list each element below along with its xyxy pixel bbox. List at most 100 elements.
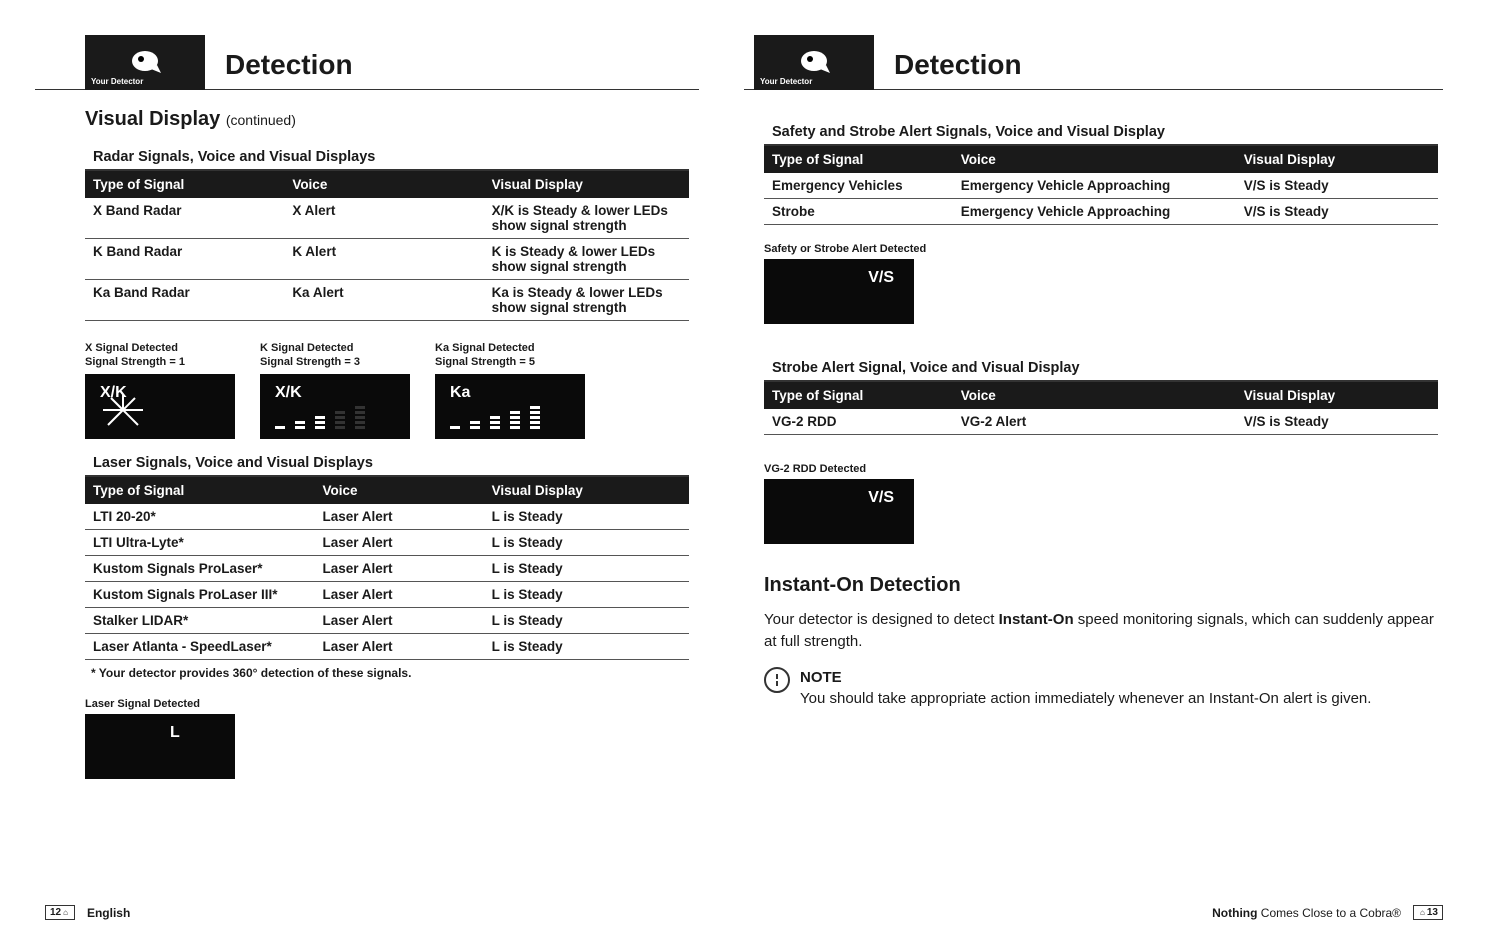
note-row: NOTE You should take appropriate action … [764,667,1438,709]
content-right: Safety and Strobe Alert Signals, Voice a… [744,90,1488,709]
lcd: X/K [260,374,410,439]
table-row: K Band RadarK AlertK is Steady & lower L… [85,239,689,280]
table-row: Stalker LIDAR*Laser AlertL is Steady [85,607,689,633]
lcd-radial [93,390,153,433]
instant-on-title: Instant-On Detection [764,574,1438,597]
content-left: Visual Display (continued) Radar Signals… [0,90,744,779]
col-header: Type of Signal [764,382,953,409]
header-title-r: Detection [894,49,1022,81]
display-caption: X Signal DetectedSignal Strength = 1 [85,341,235,370]
footer-right: Nothing Comes Close to a Cobra® ⌂13 [744,905,1488,920]
table-cell: Ka Band Radar [85,280,284,321]
col-header: Type of Signal [85,171,284,198]
table-cell: X/K is Steady & lower LEDs show signal s… [484,198,689,239]
table-cell: Stalker LIDAR* [85,607,315,633]
table-cell: Laser Alert [315,555,484,581]
strobe-table: Type of SignalVoiceVisual Display VG-2 R… [764,382,1438,435]
vg2-display-caption: VG-2 RDD Detected [764,463,1438,475]
page-num-right: ⌂13 [1413,905,1443,920]
lcd-bars [450,406,540,429]
table-row: X Band RadarX AlertX/K is Steady & lower… [85,198,689,239]
table-row: Laser Atlanta - SpeedLaser*Laser AlertL … [85,633,689,659]
table-row: LTI 20-20*Laser AlertL is Steady [85,504,689,530]
table-row: LTI Ultra-Lyte*Laser AlertL is Steady [85,529,689,555]
safety-lcd: V/S [764,259,914,324]
radar-table: Type of SignalVoiceVisual Display X Band… [85,171,689,321]
display-item: K Signal DetectedSignal Strength = 3 X/K [260,341,410,439]
header-logo-text: Your Detector [85,77,143,86]
safety-display-caption: Safety or Strobe Alert Detected [764,243,1438,255]
col-header: Visual Display [484,171,689,198]
footer-left-text: English [87,906,130,920]
table-cell: VG-2 Alert [953,409,1236,435]
display-row: X Signal DetectedSignal Strength = 1X/KK… [85,341,689,439]
table-cell: Strobe [764,199,953,225]
table-cell: X Alert [284,198,483,239]
page-num-left: 12⌂ [45,905,75,920]
footer-left: 12⌂ English [0,905,744,920]
table-cell: K Band Radar [85,239,284,280]
table-cell: K is Steady & lower LEDs show signal str… [484,239,689,280]
table-cell: K Alert [284,239,483,280]
table-row: Kustom Signals ProLaser*Laser AlertL is … [85,555,689,581]
table-cell: Laser Alert [315,529,484,555]
display-caption: K Signal DetectedSignal Strength = 3 [260,341,410,370]
table-cell: Emergency Vehicle Approaching [953,199,1236,225]
strobe-heading: Strobe Alert Signal, Voice and Visual Di… [764,354,1438,382]
display-caption: Ka Signal DetectedSignal Strength = 5 [435,341,585,370]
col-header: Visual Display [484,477,689,504]
table-cell: L is Steady [484,607,689,633]
table-cell: LTI Ultra-Lyte* [85,529,315,555]
laser-heading: Laser Signals, Voice and Visual Displays [85,449,689,477]
table-row: VG-2 RDDVG-2 AlertV/S is Steady [764,409,1438,435]
table-cell: L is Steady [484,633,689,659]
col-header: Type of Signal [85,477,315,504]
header-bar: Your Detector Detection [35,0,699,90]
table-cell: L is Steady [484,504,689,530]
header-logo: Your Detector [85,35,205,90]
section-title: Visual Display (continued) [85,108,689,131]
laser-footnote: * Your detector provides 360° detection … [85,660,689,680]
instant-on-body: Your detector is designed to detect Inst… [764,609,1438,653]
table-cell: Emergency Vehicles [764,173,953,199]
table-cell: Ka is Steady & lower LEDs show signal st… [484,280,689,321]
lcd: Ka [435,374,585,439]
detector-icon [127,47,163,75]
table-cell: L is Steady [484,555,689,581]
section-title-main: Visual Display [85,108,220,130]
table-cell: Kustom Signals ProLaser* [85,555,315,581]
table-cell: Emergency Vehicle Approaching [953,173,1236,199]
table-row: Kustom Signals ProLaser III*Laser AlertL… [85,581,689,607]
note-title: NOTE [800,667,1371,688]
note-body: NOTE You should take appropriate action … [800,667,1371,709]
table-cell: L is Steady [484,581,689,607]
table-cell: LTI 20-20* [85,504,315,530]
table-cell: Ka Alert [284,280,483,321]
table-cell: Laser Alert [315,633,484,659]
header-logo-text-r: Your Detector [754,77,812,86]
lcd-label: Ka [450,384,470,402]
table-cell: L is Steady [484,529,689,555]
vg2-lcd-label: V/S [868,489,894,507]
table-cell: Laser Alert [315,581,484,607]
page-right: Your Detector Detection Safety and Strob… [744,0,1488,940]
vg2-lcd: V/S [764,479,914,544]
table-cell: Kustom Signals ProLaser III* [85,581,315,607]
col-header: Type of Signal [764,146,953,173]
lcd-bars [275,406,365,429]
col-header: Visual Display [1236,382,1438,409]
display-item: X Signal DetectedSignal Strength = 1X/K [85,341,235,439]
header-bar-r: Your Detector Detection [744,0,1443,90]
col-header: Voice [953,382,1236,409]
table-cell: X Band Radar [85,198,284,239]
footer-right-text: Nothing Comes Close to a Cobra® [1212,906,1401,920]
laser-lcd: L [85,714,235,779]
safety-lcd-label: V/S [868,269,894,287]
table-cell: Laser Alert [315,504,484,530]
laser-table: Type of SignalVoiceVisual Display LTI 20… [85,477,689,660]
table-cell: Laser Alert [315,607,484,633]
safety-table: Type of SignalVoiceVisual Display Emerge… [764,146,1438,225]
page-left: Your Detector Detection Visual Display (… [0,0,744,940]
io-pre: Your detector is designed to detect [764,611,999,628]
table-cell: V/S is Steady [1236,199,1438,225]
